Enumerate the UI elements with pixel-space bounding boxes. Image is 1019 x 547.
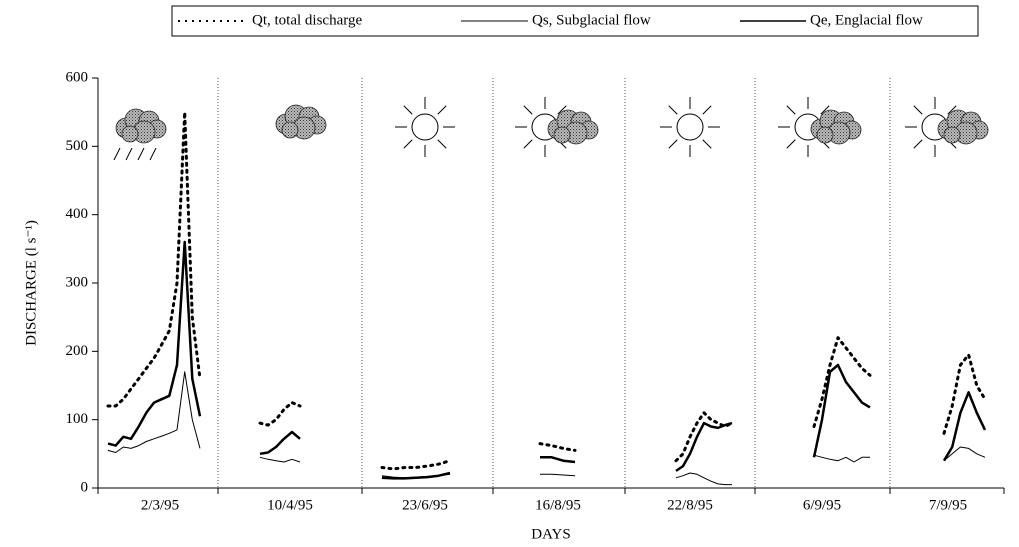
cloud-part [943, 126, 961, 144]
y-tick-label: 600 [66, 69, 89, 85]
data-line [675, 472, 732, 486]
y-tick-label: 200 [66, 343, 89, 359]
sun-ray [786, 105, 796, 115]
data-line [259, 456, 301, 463]
sun-ray [820, 105, 830, 115]
rain [125, 147, 133, 161]
data-line [258, 401, 302, 427]
x-tick-label: 16/8/95 [535, 497, 581, 513]
data-line [813, 454, 870, 463]
data-line [106, 110, 202, 408]
sun [411, 113, 439, 141]
cloud-part [553, 126, 571, 144]
cloud-part [121, 125, 139, 143]
rain [149, 147, 157, 161]
legend-label: Qs, Subglacial flow [532, 12, 651, 28]
x-tick-label: 22/8/95 [667, 497, 713, 513]
data-line [381, 471, 451, 480]
data-line [259, 430, 301, 456]
sun-ray [403, 139, 413, 149]
cloud-part [281, 121, 299, 139]
data-line [538, 442, 577, 452]
sun [676, 113, 704, 141]
data-line [540, 456, 576, 464]
sun-ray [702, 139, 712, 149]
sun-ray [702, 105, 712, 115]
x-tick-label: 23/6/95 [402, 497, 448, 513]
y-tick-label: 100 [66, 411, 89, 427]
data-line [674, 411, 734, 463]
cloud [547, 109, 599, 145]
data-line [943, 446, 986, 462]
cloud [937, 109, 989, 145]
data-line [942, 353, 987, 435]
sun-ray [668, 139, 678, 149]
data-line [107, 240, 202, 447]
x-tick-label: 7/9/95 [929, 497, 967, 513]
cloud [810, 109, 862, 145]
sun-ray [947, 105, 957, 115]
sun-ray [437, 139, 447, 149]
legend-box [171, 5, 979, 37]
sun-ray [557, 105, 567, 115]
y-axis-label: DISCHARGE (l s⁻¹) [23, 220, 39, 346]
legend-label: Qt, total discharge [252, 12, 362, 28]
cloud [275, 104, 327, 140]
sun-ray [523, 105, 533, 115]
x-tick-label: 6/9/95 [803, 497, 841, 513]
sun-ray [523, 139, 533, 149]
sun-ray [437, 105, 447, 115]
data-line [675, 421, 733, 472]
y-tick-label: 0 [81, 479, 89, 495]
sun-ray [668, 105, 678, 115]
y-tick-label: 500 [66, 138, 89, 154]
y-tick-label: 300 [66, 274, 89, 290]
x-tick-label: 10/4/95 [267, 497, 313, 513]
data-line [942, 391, 987, 462]
rain [137, 147, 145, 161]
legend-label: Qe, Englacial flow [810, 12, 923, 28]
data-line [380, 459, 452, 471]
y-tick-label: 400 [66, 206, 89, 222]
data-line [107, 371, 201, 453]
sun-ray [913, 105, 923, 115]
sun-ray [913, 139, 923, 149]
x-axis-label: DAYS [531, 526, 570, 542]
x-tick-label: 2/3/95 [141, 497, 179, 513]
cloud [115, 108, 167, 144]
data-line [812, 363, 871, 458]
sun-ray [786, 139, 796, 149]
data-line [540, 473, 576, 477]
cloud-part [816, 126, 834, 144]
sun-ray [403, 105, 413, 115]
data-line [812, 336, 872, 428]
rain [113, 147, 121, 161]
